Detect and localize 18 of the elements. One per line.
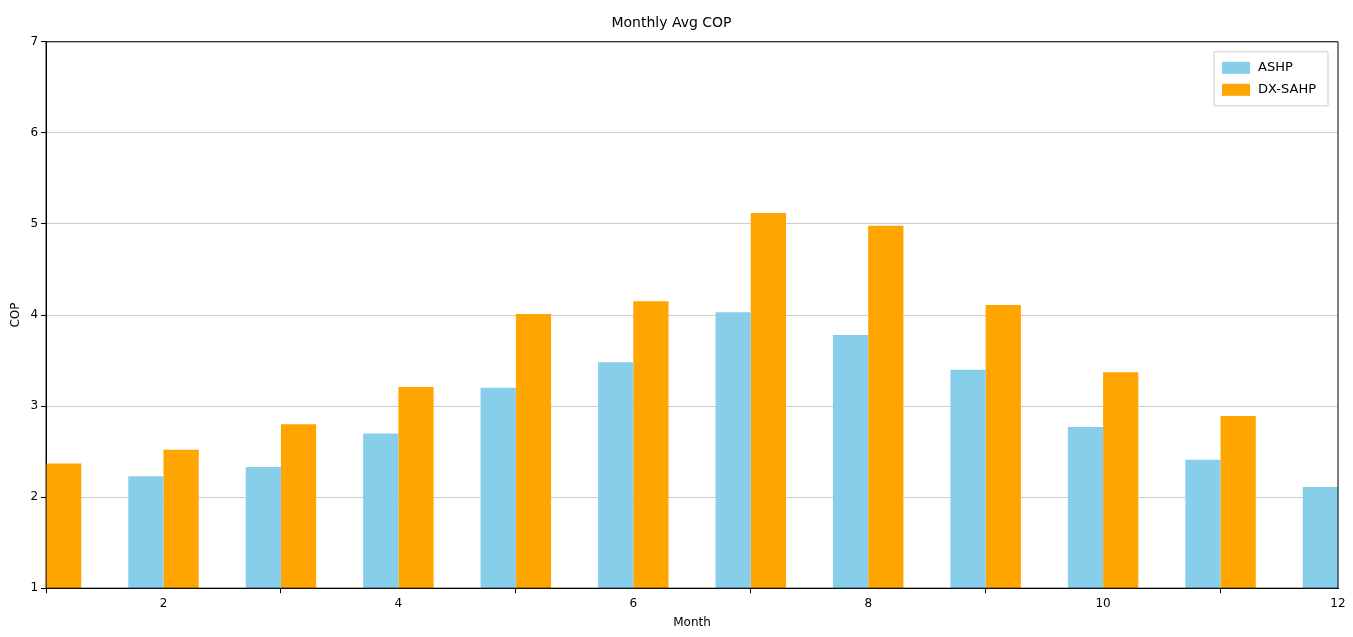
y-tick-label: 3 [30, 398, 39, 413]
x-tick-label: 4 [394, 595, 403, 610]
x-tick-label: 8 [864, 595, 873, 610]
y-tick-label: 7 [30, 33, 39, 48]
y-tick-label: 4 [30, 307, 39, 322]
legend-label: DX-SAHP [1258, 81, 1317, 97]
x-axis-title: Month [673, 614, 711, 629]
y-tick-label: 2 [30, 489, 39, 504]
x-tick-label: 6 [629, 595, 638, 610]
legend-label: ASHP [1258, 59, 1293, 75]
y-tick-label: 5 [30, 216, 39, 231]
y-axis-title: COP [8, 302, 23, 328]
x-tick-label: 10 [1095, 595, 1111, 610]
chart-title: Monthly Avg COP [611, 14, 732, 31]
x-tick-label: 2 [159, 595, 168, 610]
y-tick-label: 1 [30, 580, 39, 595]
x-tick-label: 12 [1330, 595, 1346, 610]
y-tick-label: 6 [30, 124, 39, 139]
